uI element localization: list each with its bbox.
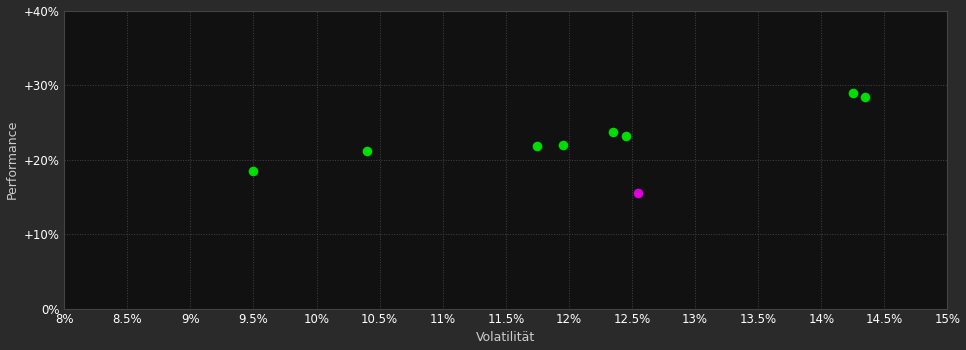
Point xyxy=(529,144,545,149)
Point xyxy=(631,190,646,196)
Point xyxy=(554,143,570,148)
Point xyxy=(858,94,873,100)
Point xyxy=(606,129,621,135)
X-axis label: Volatilität: Volatilität xyxy=(476,331,535,344)
Point xyxy=(845,90,861,95)
Y-axis label: Performance: Performance xyxy=(6,120,18,200)
Point xyxy=(245,168,261,174)
Point xyxy=(359,148,375,154)
Point xyxy=(618,133,634,139)
